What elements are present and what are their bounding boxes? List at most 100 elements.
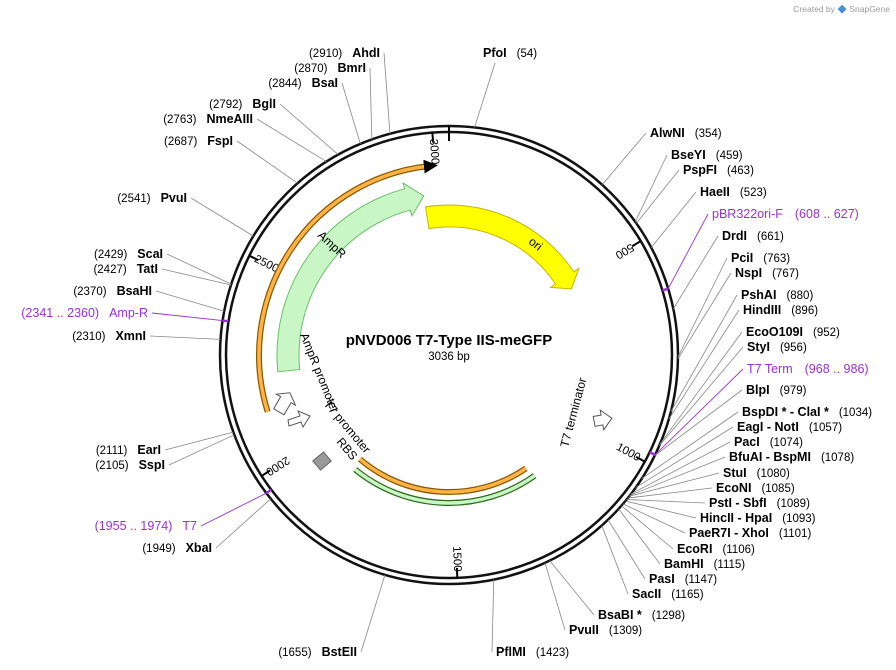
leader-1 [601,132,647,186]
site-name[interactable]: PciI [731,251,753,265]
site-name[interactable]: SacII [632,587,661,601]
primer-mark-3 [265,488,272,495]
site-name[interactable]: ScaI [137,247,163,261]
primer-range: (608 .. 627) [795,207,859,221]
ori-feature-arrow [424,204,580,290]
plasmid-length: 3036 bp [428,351,470,363]
site-name[interactable]: HindIII [743,303,781,317]
site-name[interactable]: BfuAI - BspMI [729,450,811,464]
credit-prefix: Created by [793,3,835,14]
site-name[interactable]: XmnI [115,329,146,343]
leader-left-4 [256,118,327,162]
site-name[interactable]: EarI [137,443,161,457]
site-name[interactable]: PfoI [483,46,507,60]
leader-10 [659,331,743,445]
site-name[interactable]: BspDI * - ClaI * [742,405,829,419]
site-name[interactable]: PshAI [741,288,776,302]
leader-9 [668,309,740,420]
site-name[interactable]: AhdI [352,46,380,60]
site-name[interactable]: BstEII [322,645,357,659]
site-name[interactable]: BseYI [671,148,706,162]
leader-19 [626,499,706,504]
leader-left-9 [155,290,225,312]
site-name[interactable]: BamHI [664,557,704,571]
leader-12 [654,389,743,457]
plasmid-name: pNVD006 T7-Type IIS-meGFP [346,332,552,349]
leader-left-14 [360,574,386,653]
site-name[interactable]: BmrI [338,61,366,75]
ori-feature: ori [424,204,580,290]
site-position: (979) [780,385,807,397]
leader-23 [618,508,661,565]
site-name[interactable]: PvuI [161,191,187,205]
site-position: (1298) [652,610,685,622]
site-position: (1115) [714,559,746,571]
site-name[interactable]: PstI - SbfI [709,496,767,510]
site-name[interactable]: StyI [747,340,770,354]
site-name[interactable]: BglI [252,97,276,111]
tick-500 [631,240,642,248]
site-name[interactable]: StuI [723,466,747,480]
site-name[interactable]: PaeR7I - XhoI [689,526,769,540]
green-arc [353,468,536,505]
leader-left-3 [279,103,339,155]
site-name[interactable]: PvuII [569,623,599,637]
site-name[interactable]: NspI [735,266,762,280]
site-name[interactable]: TatI [137,262,158,276]
site-name[interactable]: BsaBI * [598,608,642,622]
leader-26 [549,560,595,616]
site-position: (2427) [93,264,126,276]
t7-promoter-arrow [287,410,311,429]
site-name[interactable]: BsaI [312,76,338,90]
tick-label-500: 500 [613,241,636,261]
site-name[interactable]: EcoRI [677,542,712,556]
site-position: (1057) [809,422,842,434]
site-labels: PfoI (54) AlwNI (354) BseYI (459)PspFI (463) Ha… [21,46,872,659]
site-name[interactable]: PasI [649,572,675,586]
tick-label-2000: 2000 [264,454,292,478]
primer-name[interactable]: T7 Term [747,362,793,376]
primer-range: (1955 .. 1974) [95,519,173,533]
site-name[interactable]: BsaHI [117,284,152,298]
snapgene-credit: Created by ◆ SnapGene [793,2,890,15]
site-position: (1949) [142,543,175,555]
site-name[interactable]: PspFI [683,163,717,177]
leader-14 [635,426,734,488]
site-name[interactable]: XbaI [186,541,212,555]
site-position: (2370) [73,286,106,298]
primer-mark-0 [662,287,669,292]
site-name[interactable]: EcoO109I [746,325,803,339]
leader-left-2 [341,82,361,144]
site-name[interactable]: SspI [139,458,165,472]
site-name[interactable]: HaeII [700,185,730,199]
site-name[interactable]: FspI [207,134,233,148]
site-name[interactable]: NmeAIII [206,112,253,126]
site-name[interactable]: EcoNI [716,481,751,495]
site-position: (1034) [839,407,872,419]
site-position: (459) [716,150,743,162]
snapgene-logo-icon: ◆ [837,3,847,15]
leader-2 [634,154,668,222]
primer-leader-2 [151,312,223,321]
site-position: (1309) [609,625,642,637]
ampr-feature-arrow [276,181,425,373]
site-name[interactable]: DrdI [722,229,747,243]
site-position: (896) [791,305,818,317]
primer-name[interactable]: pBR322ori-F [712,207,783,221]
site-name[interactable]: HincII - HpaI [700,511,772,525]
primer-name[interactable]: T7 [182,519,197,533]
site-name[interactable]: PacI [734,435,760,449]
leader-11 [658,346,744,447]
site-name[interactable]: EagI - NotI [737,420,799,434]
site-position: (2541) [117,193,150,205]
site-name[interactable]: AlwNI [650,126,685,140]
site-name[interactable]: PflMI [496,645,526,659]
leader-4 [650,191,697,248]
primer-name[interactable]: Amp-R [109,306,148,320]
leader-16 [629,456,726,496]
site-name[interactable]: BlpI [746,383,770,397]
site-position: (1423) [536,647,569,659]
site-position: (2687) [164,136,197,148]
primer-mark-1 [649,451,656,456]
